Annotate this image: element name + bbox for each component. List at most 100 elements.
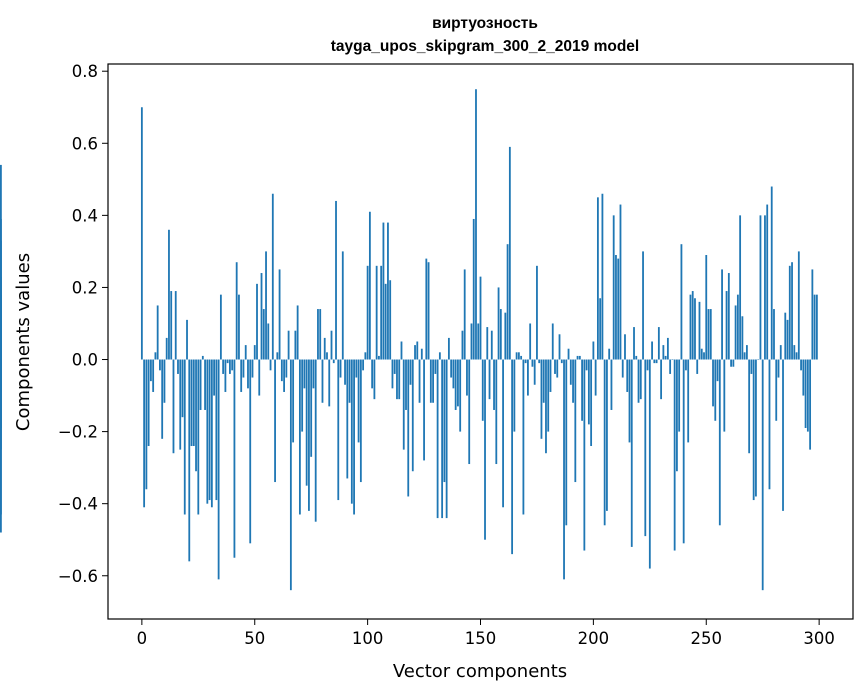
bar-23 [192, 359, 195, 447]
bar-206 [606, 359, 608, 511]
bar-70 [298, 359, 301, 515]
bar-67 [292, 359, 295, 443]
bar-121 [414, 345, 416, 360]
bar-236 [673, 359, 676, 551]
bar-51 [256, 283, 258, 360]
bar-series [0, 89, 818, 591]
bar-213 [621, 359, 624, 378]
bar-283 [779, 345, 782, 360]
bar-88 [339, 359, 342, 378]
bar-293 [802, 359, 805, 396]
bar-150 [479, 276, 482, 360]
bar-95 [355, 359, 358, 378]
bar-263 [734, 305, 737, 360]
bar-80 [321, 359, 324, 403]
bar-221 [639, 359, 642, 400]
bar-47 [247, 359, 249, 389]
bar-129 [432, 359, 434, 403]
bar-151 [481, 359, 484, 421]
bar-79 [319, 309, 322, 360]
bar-96 [357, 359, 360, 443]
bar-182 [551, 323, 554, 360]
bar-174 [533, 359, 536, 385]
bar-55 [265, 251, 267, 360]
x-tick-label: 0 [137, 629, 148, 648]
bar-149 [477, 323, 480, 360]
bar-50 [253, 345, 256, 360]
bar-168 [520, 355, 523, 360]
bar-214 [624, 334, 626, 360]
bar-14 [172, 359, 175, 454]
bar-114 [398, 359, 401, 400]
y-tick-label: 0.6 [72, 134, 98, 153]
bar-189 [567, 348, 570, 360]
bar-40 [231, 359, 234, 371]
bar-56 [267, 323, 270, 360]
bar-156 [493, 359, 495, 410]
bar-201 [594, 359, 597, 396]
bar-235 [671, 359, 674, 361]
bar-45 [242, 359, 245, 378]
bar-274 [759, 215, 762, 360]
bar-188 [565, 359, 568, 526]
bar-126 [425, 258, 428, 360]
bar-202 [596, 197, 599, 360]
bar-85 [332, 359, 335, 364]
bar-246 [696, 359, 699, 374]
bar-71 [301, 359, 304, 432]
bar-99 [364, 352, 367, 360]
bar-167 [517, 352, 520, 360]
bar-58 [271, 193, 274, 360]
bar-159 [499, 309, 502, 360]
bar-191 [572, 359, 574, 403]
bar-247 [698, 301, 701, 360]
bar-76 [312, 359, 315, 389]
bar-115 [400, 341, 403, 360]
x-tick-label: 200 [578, 629, 610, 648]
bar-244 [691, 291, 694, 360]
bar-141 [459, 359, 462, 432]
bar-222 [642, 251, 644, 360]
y-tick-label: 0.2 [72, 278, 98, 297]
bar-297 [811, 269, 814, 360]
bar-186 [560, 359, 563, 364]
bar-98 [362, 359, 365, 371]
bar-16 [177, 359, 179, 374]
bar-75 [310, 359, 313, 457]
bar-117 [405, 359, 407, 410]
bar-185 [558, 334, 561, 360]
bar-12 [168, 229, 170, 360]
bar-5 [152, 359, 155, 392]
bar-258 [723, 359, 726, 432]
bar-240 [682, 359, 685, 544]
bar-267 [743, 352, 746, 360]
bar-42 [235, 262, 238, 360]
bar-44 [240, 359, 243, 392]
x-axis-label: Vector components [393, 661, 567, 682]
bar-109 [387, 222, 389, 360]
bar-217 [630, 359, 633, 547]
bar-93 [350, 359, 353, 504]
bar-199 [590, 359, 593, 447]
bar-81 [323, 337, 326, 360]
chart-title: виртуозность [432, 15, 538, 32]
bar-4 [149, 359, 152, 382]
bar-46 [244, 345, 247, 360]
bar-249 [703, 352, 705, 360]
bar-133 [441, 359, 444, 519]
bar-187 [563, 359, 565, 580]
bar-281 [775, 359, 778, 421]
bar-231 [662, 345, 665, 360]
bar-33 [215, 359, 218, 501]
bar-164 [511, 359, 514, 555]
bar-183 [554, 359, 556, 374]
bar-276 [764, 215, 766, 360]
bar-118 [407, 359, 410, 497]
x-tick-label: 300 [803, 629, 835, 648]
bar-157 [495, 359, 498, 465]
bar-17 [179, 359, 182, 450]
bar-155 [490, 330, 493, 360]
bar-184 [556, 359, 559, 378]
bar-127 [427, 262, 430, 360]
bar-265 [739, 215, 742, 360]
